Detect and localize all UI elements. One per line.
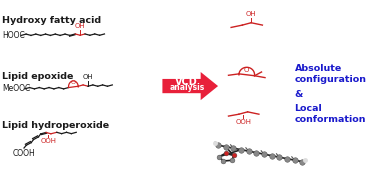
- Text: &: &: [294, 90, 303, 99]
- Text: OOH: OOH: [41, 139, 56, 144]
- Text: Hydroxy fatty acid: Hydroxy fatty acid: [2, 16, 102, 25]
- Text: analysis: analysis: [169, 83, 205, 92]
- Text: O: O: [244, 67, 249, 73]
- Text: Local: Local: [294, 104, 322, 113]
- Text: OH: OH: [75, 23, 85, 29]
- Text: configuration: configuration: [294, 75, 367, 84]
- Text: HOOC: HOOC: [2, 31, 25, 40]
- Polygon shape: [162, 72, 218, 100]
- Text: COOH: COOH: [13, 149, 35, 158]
- Text: OH: OH: [246, 11, 256, 17]
- Text: VCD: VCD: [175, 77, 198, 87]
- Text: OH: OH: [83, 74, 93, 80]
- Text: O: O: [71, 80, 76, 85]
- Text: conformation: conformation: [294, 115, 366, 124]
- Text: Lipid hydroperoxide: Lipid hydroperoxide: [2, 121, 109, 130]
- Text: MeOOC: MeOOC: [2, 84, 31, 93]
- Text: Absolute: Absolute: [294, 64, 342, 73]
- Text: Lipid epoxide: Lipid epoxide: [2, 72, 74, 81]
- Text: OOH: OOH: [235, 119, 251, 125]
